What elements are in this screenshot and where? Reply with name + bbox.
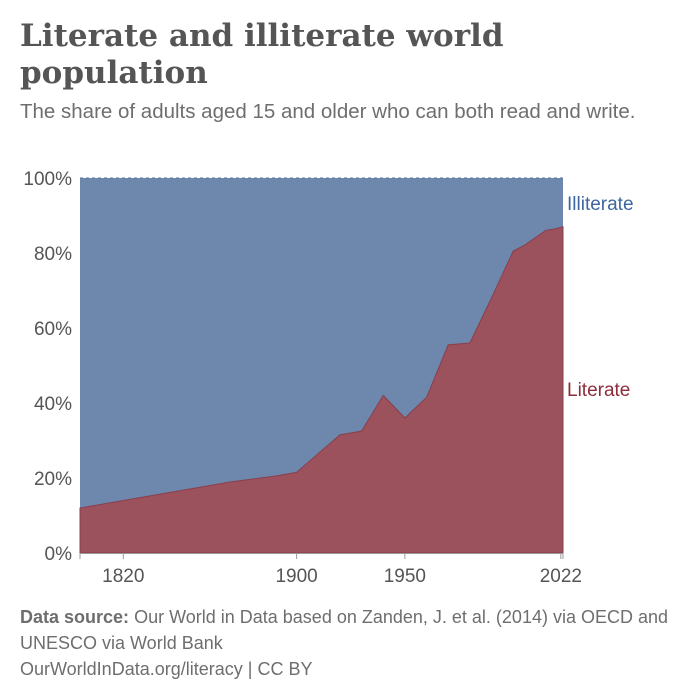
illiterate-series-label: Illiterate — [567, 194, 634, 215]
y-tick-label: 20% — [34, 469, 72, 490]
x-tick-label: 2022 — [540, 566, 582, 587]
y-tick-label: 40% — [34, 394, 72, 415]
y-axis-ticks: 0% 20% 40% 60% 80% 100% — [23, 169, 72, 565]
footer: Data source: Our World in Data based on … — [20, 604, 680, 679]
source-url-link[interactable]: OurWorldInData.org/literacy — [20, 659, 243, 679]
literate-area[interactable] — [79, 226, 564, 554]
x-tick-label: 1900 — [275, 566, 317, 587]
y-tick-label: 0% — [45, 544, 73, 565]
x-tick-label: 1820 — [102, 566, 144, 587]
area-chart: 0% 20% 40% 60% 80% 100% 1820 1900 1950 2022 Illi… — [23, 169, 634, 587]
data-source-text: Our World in Data based on Zanden, J. et… — [20, 607, 669, 653]
y-tick-label: 100% — [23, 169, 72, 190]
y-tick-label: 80% — [34, 244, 72, 265]
data-source-label: Data source: — [20, 607, 130, 627]
illiterate-area[interactable] — [80, 178, 563, 508]
data-source: Data source: Our World in Data based on … — [20, 604, 680, 656]
license-text: | CC BY — [247, 659, 313, 679]
x-axis-ticks: 1820 1900 1950 2022 — [79, 553, 582, 587]
x-tick-label: 1950 — [384, 566, 426, 587]
literate-series-label: Literate — [567, 380, 630, 401]
chart-subtitle: The share of adults aged 15 and older wh… — [20, 100, 636, 123]
y-tick-label: 60% — [34, 319, 72, 340]
chart-title: Literate and illiterate world population — [20, 18, 504, 91]
footer-links: OurWorldInData.org/literacy | CC BY — [20, 656, 312, 682]
